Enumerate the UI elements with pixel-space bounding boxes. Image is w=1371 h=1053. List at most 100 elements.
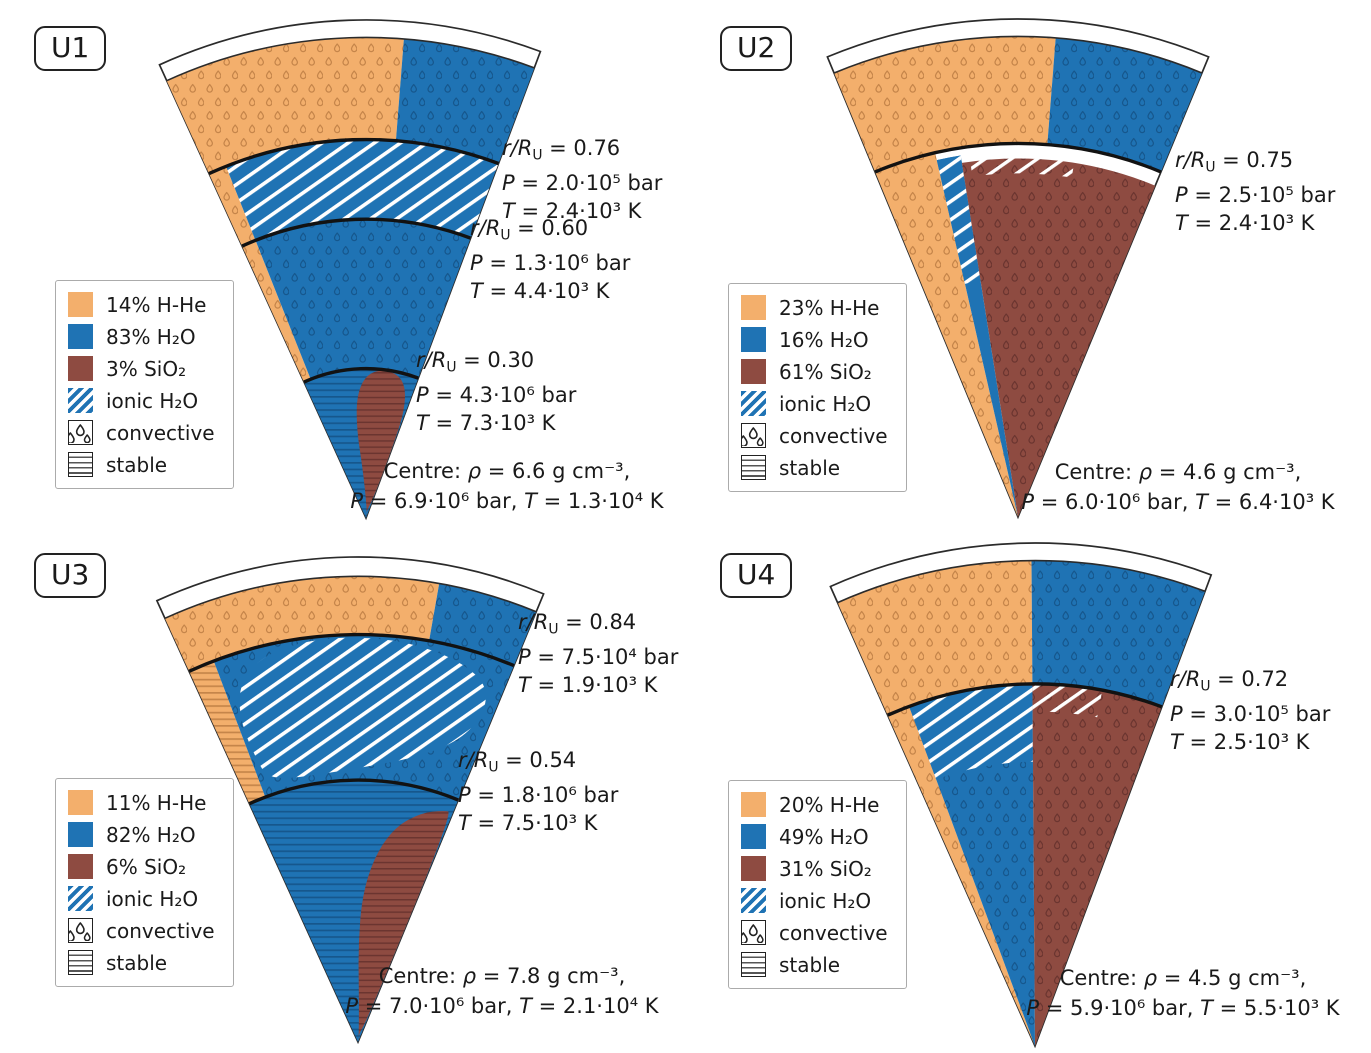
legend-label: 11% H-He bbox=[106, 790, 207, 815]
text-line: T = 7.3·10³ K bbox=[416, 411, 556, 436]
surface-rim-arc bbox=[833, 35, 1203, 74]
panel-u2: U2 23% H-He 16% H₂O 61% SiO₂ ionic H₂O conv… bbox=[686, 0, 1371, 526]
legend-item: convective bbox=[741, 423, 888, 448]
legend-label: 16% H₂O bbox=[779, 327, 869, 352]
boundary-annotation: r/RU = 0.84 P = 7.5·10⁴ bar T = 1.9·10³ K bbox=[518, 608, 678, 699]
legend-label: ionic H₂O bbox=[106, 886, 199, 911]
wedge-diagram bbox=[155, 556, 545, 1045]
legend-item: 11% H-He bbox=[68, 790, 215, 815]
legend-swatch-sio2 bbox=[741, 856, 766, 881]
boundary-annotation: r/RU = 0.54 P = 1.8·10⁶ bar T = 7.5·10³ K bbox=[458, 746, 618, 837]
panel-label: U4 bbox=[720, 553, 793, 598]
legend-swatch-convective bbox=[741, 920, 766, 945]
legend-swatch-sio2 bbox=[741, 359, 766, 384]
wedge-shape bbox=[826, 18, 1210, 520]
text-line: T = 2.4·10³ K bbox=[1175, 211, 1315, 236]
text-line: r/RU = 0.30 bbox=[416, 348, 535, 376]
surface-rim-arc bbox=[837, 559, 1206, 604]
legend-swatch-ionic bbox=[68, 886, 93, 911]
legend-item: 3% SiO₂ bbox=[68, 356, 215, 381]
legend-label: ionic H₂O bbox=[106, 388, 199, 413]
legend-item: stable bbox=[741, 952, 888, 977]
text-line: P = 6.0·10⁶ bar, T = 6.4·10³ K bbox=[1021, 490, 1335, 514]
legend-swatch-h2o bbox=[68, 324, 93, 349]
legend-label: convective bbox=[779, 920, 888, 945]
legend-label: convective bbox=[779, 423, 888, 448]
boundary-annotation: r/RU = 0.72 P = 3.0·10⁵ bar T = 2.5·10³ K bbox=[1170, 665, 1330, 756]
legend-item: convective bbox=[68, 420, 215, 445]
legend-swatch-h_he bbox=[68, 292, 93, 317]
wedge-diagram bbox=[826, 18, 1210, 520]
legend: 23% H-He 16% H₂O 61% SiO₂ ionic H₂O convect… bbox=[728, 283, 907, 492]
surface-rim-arc bbox=[166, 36, 535, 82]
legend-label: 23% H-He bbox=[779, 295, 880, 320]
text-line: Centre: ρ = 7.8 g cm⁻³, bbox=[378, 964, 626, 988]
text-line: r/RU = 0.76 bbox=[502, 136, 621, 164]
legend-label: 14% H-He bbox=[106, 292, 207, 317]
layer-boundary-arc bbox=[248, 778, 459, 806]
legend-item: stable bbox=[68, 950, 215, 975]
text-line: r/RU = 0.84 bbox=[518, 610, 637, 638]
legend-label: 83% H₂O bbox=[106, 324, 196, 349]
centre-conditions: Centre: ρ = 6.6 g cm⁻³, P = 6.9·10⁶ bar, … bbox=[350, 456, 663, 516]
legend-item: ionic H₂O bbox=[68, 886, 215, 911]
legend-label: 31% SiO₂ bbox=[779, 856, 872, 881]
legend-item: convective bbox=[741, 920, 888, 945]
surface-rim-arc bbox=[164, 575, 537, 620]
text-line: Centre: ρ = 4.6 g cm⁻³, bbox=[1054, 460, 1302, 484]
legend: 20% H-He 49% H₂O 31% SiO₂ ionic H₂O convect… bbox=[728, 780, 907, 989]
layer-boundary-arc bbox=[208, 137, 500, 176]
legend-item: 14% H-He bbox=[68, 292, 215, 317]
legend-item: ionic H₂O bbox=[68, 388, 215, 413]
text-line: r/RU = 0.54 bbox=[458, 748, 577, 776]
legend-swatch-stable bbox=[68, 452, 93, 477]
boundary-annotation: r/RU = 0.30 P = 4.3·10⁶ bar T = 7.3·10³ K bbox=[416, 346, 576, 437]
legend: 11% H-He 82% H₂O 6% SiO₂ ionic H₂O convecti… bbox=[55, 778, 234, 987]
text-line: P = 5.9·10⁶ bar, T = 5.5·10³ K bbox=[1026, 996, 1340, 1020]
legend-label: ionic H₂O bbox=[779, 888, 872, 913]
legend-item: ionic H₂O bbox=[741, 391, 888, 416]
legend-swatch-h_he bbox=[68, 790, 93, 815]
text-line: T = 2.4·10³ K bbox=[502, 199, 642, 224]
legend: 14% H-He 83% H₂O 3% SiO₂ ionic H₂O convecti… bbox=[55, 280, 234, 489]
boundary-annotation: r/RU = 0.75 P = 2.5·10⁵ bar T = 2.4·10³ K bbox=[1175, 146, 1335, 237]
text-line: P = 2.0·10⁵ bar bbox=[502, 171, 663, 196]
text-line: T = 4.4·10³ K bbox=[470, 279, 610, 304]
legend-swatch-stable bbox=[741, 455, 766, 480]
layer-boundary-arc bbox=[874, 141, 1162, 174]
legend-swatch-stable bbox=[68, 950, 93, 975]
wedge-shape bbox=[158, 19, 542, 521]
legend-label: 61% SiO₂ bbox=[779, 359, 872, 384]
legend-item: ionic H₂O bbox=[741, 888, 888, 913]
panel-u1: U1 14% H-He 83% H₂O 3% SiO₂ ionic H₂O conve… bbox=[0, 0, 685, 526]
legend-swatch-convective bbox=[68, 420, 93, 445]
legend-swatch-stable bbox=[741, 952, 766, 977]
centre-conditions: Centre: ρ = 4.5 g cm⁻³, P = 5.9·10⁶ bar, … bbox=[1026, 963, 1339, 1023]
legend-item: stable bbox=[68, 452, 215, 477]
text-line: P = 1.8·10⁶ bar bbox=[458, 783, 619, 808]
legend-swatch-convective bbox=[68, 918, 93, 943]
legend-swatch-h_he bbox=[741, 792, 766, 817]
composition-layers bbox=[164, 576, 537, 1042]
legend-item: 23% H-He bbox=[741, 295, 888, 320]
panel-label: U3 bbox=[34, 553, 107, 598]
legend-label: stable bbox=[779, 952, 841, 977]
text-line: T = 7.5·10³ K bbox=[458, 811, 598, 836]
wedge-shape bbox=[155, 556, 545, 1045]
text-line: r/RU = 0.72 bbox=[1170, 667, 1289, 695]
legend-item: 16% H₂O bbox=[741, 327, 888, 352]
legend-swatch-ionic bbox=[741, 391, 766, 416]
panel-u3: U3 11% H-He 82% H₂O 6% SiO₂ ionic H₂O conve… bbox=[0, 527, 685, 1053]
composition-layers bbox=[837, 560, 1205, 1046]
legend-label: stable bbox=[106, 452, 168, 477]
centre-conditions: Centre: ρ = 7.8 g cm⁻³, P = 7.0·10⁶ bar, … bbox=[345, 961, 658, 1021]
panel-label: U1 bbox=[34, 26, 107, 71]
layer-boundary-arc bbox=[887, 682, 1163, 717]
legend-swatch-h_he bbox=[741, 295, 766, 320]
legend-item: 49% H₂O bbox=[741, 824, 888, 849]
centre-conditions: Centre: ρ = 4.6 g cm⁻³, P = 6.0·10⁶ bar, … bbox=[1021, 457, 1334, 517]
composition-layers bbox=[166, 37, 535, 518]
boundary-annotation: r/RU = 0.60 P = 1.3·10⁶ bar T = 4.4·10³ K bbox=[470, 214, 630, 305]
legend-item: 6% SiO₂ bbox=[68, 854, 215, 879]
